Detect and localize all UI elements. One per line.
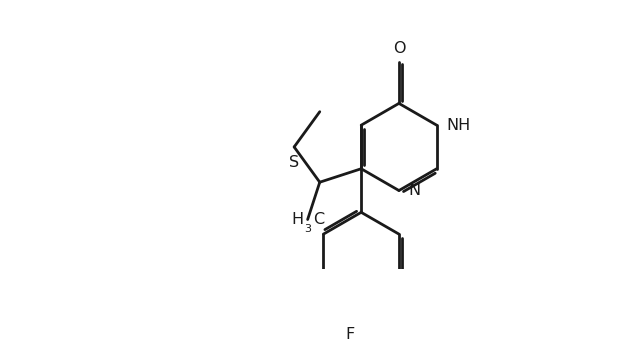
Text: S: S xyxy=(289,155,300,170)
Text: F: F xyxy=(346,327,355,340)
Text: NH: NH xyxy=(446,118,470,133)
Text: N: N xyxy=(408,183,420,198)
Text: H: H xyxy=(292,212,303,227)
Text: O: O xyxy=(393,41,405,56)
Text: 3: 3 xyxy=(304,224,311,234)
Text: C: C xyxy=(313,212,324,227)
